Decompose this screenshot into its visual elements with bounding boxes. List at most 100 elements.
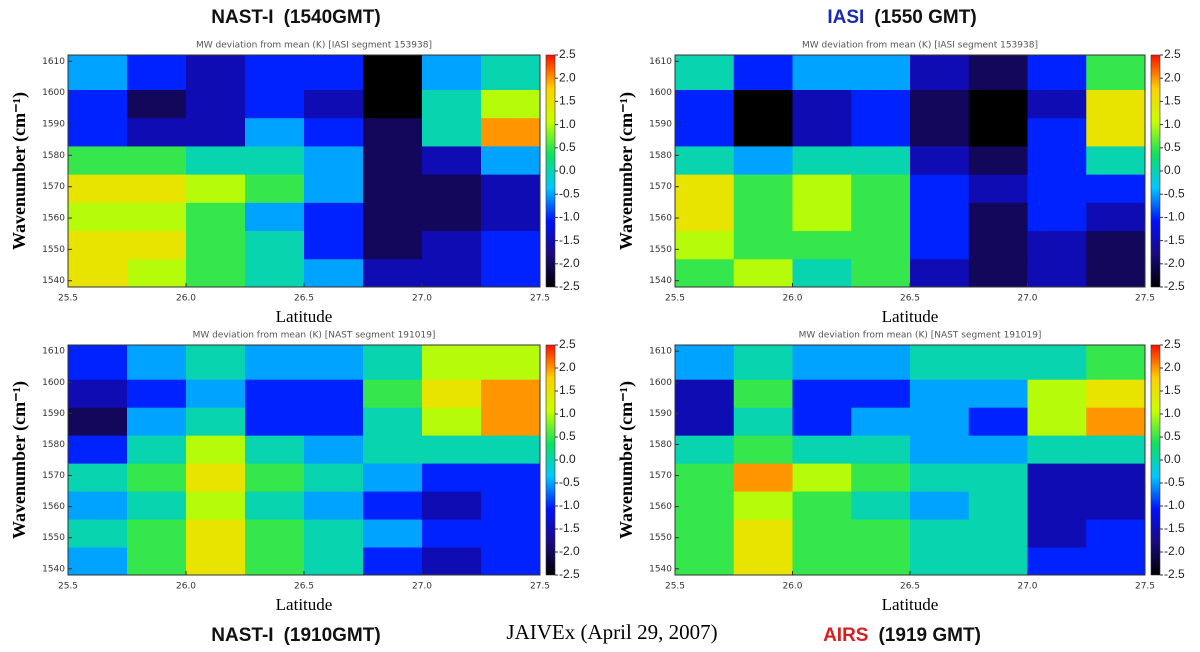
heatmap-cell xyxy=(851,89,911,119)
x-axis-label: Latitude xyxy=(882,307,939,326)
heatmap-cell xyxy=(851,547,911,576)
panel-title: NAST-I (1910GMT) xyxy=(211,625,380,646)
heatmap-cell xyxy=(733,117,793,147)
colorbar-tick-label: 2.5 xyxy=(559,47,576,61)
heatmap-cell xyxy=(422,55,482,90)
heatmap-cell xyxy=(733,519,793,548)
colorbar-tick-label: 1.5 xyxy=(559,383,576,397)
heatmap-cell xyxy=(910,407,970,436)
heatmap-cell xyxy=(68,145,128,175)
heatmap-cell xyxy=(851,379,911,408)
heatmap-cell xyxy=(968,379,1028,408)
heatmap-cell xyxy=(1027,407,1087,436)
heatmap-cell xyxy=(127,89,187,119)
heatmap-cell xyxy=(363,55,423,90)
title-time: (1919 GMT) xyxy=(878,625,980,646)
heatmap-cell xyxy=(481,407,541,436)
heatmap-cell xyxy=(68,117,128,147)
colorbar-tick-label: 1.0 xyxy=(1164,406,1181,420)
heatmap-cell xyxy=(245,463,305,492)
heatmap-cell xyxy=(910,230,970,260)
x-tick-label: 26.5 xyxy=(294,294,314,304)
x-tick-label: 27.5 xyxy=(1135,294,1155,304)
heatmap-cell xyxy=(910,463,970,492)
heatmap-cell xyxy=(968,258,1028,288)
heatmap-cell xyxy=(127,379,187,408)
x-tick-label: 25.5 xyxy=(665,294,685,304)
y-axis-label: Wavenumber (cm⁻¹) xyxy=(616,92,637,250)
heatmap-cell xyxy=(304,379,364,408)
heatmap-cell xyxy=(245,491,305,520)
heatmap-cell xyxy=(968,491,1028,520)
heatmap-cell xyxy=(68,258,128,288)
title-time: (1910GMT) xyxy=(284,625,381,646)
heatmap-cell xyxy=(422,117,482,147)
heatmap-cell xyxy=(245,202,305,232)
colorbar-tick-label: 2.5 xyxy=(1164,337,1181,351)
colorbar-tick-label: -1.0 xyxy=(1164,498,1185,512)
heatmap-cell xyxy=(675,145,735,175)
x-tick-label: 26.0 xyxy=(176,294,196,304)
heatmap-cell xyxy=(968,519,1028,548)
panel-title: AIRS (1919 GMT) xyxy=(823,625,981,646)
y-tick-label: 1560 xyxy=(649,502,672,512)
colorbar-tick-label: 0.5 xyxy=(559,429,576,443)
heatmap-cell xyxy=(733,55,793,90)
heatmap-cell xyxy=(127,145,187,175)
heatmap-cell xyxy=(851,407,911,436)
x-tick-label: 26.0 xyxy=(782,582,802,592)
heatmap-cell xyxy=(675,519,735,548)
heatmap-cell xyxy=(68,491,128,520)
y-tick-label: 1570 xyxy=(42,182,65,192)
colorbar-tick-label: -2.5 xyxy=(1164,567,1185,581)
caption: JAIVEx (April 29, 2007) xyxy=(506,620,717,644)
heatmap-cell xyxy=(1086,519,1146,548)
heatmap-cell xyxy=(910,258,970,288)
x-tick-label: 27.0 xyxy=(1017,294,1037,304)
heatmap-cell xyxy=(304,55,364,90)
heatmap-cell xyxy=(245,230,305,260)
heatmap-cell xyxy=(792,89,852,119)
colorbar-tick-label: -2.0 xyxy=(559,256,580,270)
heatmap-cell xyxy=(675,463,735,492)
heatmap-cell xyxy=(127,435,187,464)
heatmap-cell xyxy=(186,435,246,464)
heatmap-cell xyxy=(1086,55,1146,90)
heatmap-cell xyxy=(851,519,911,548)
heatmap-cell xyxy=(792,519,852,548)
heatmap-cell xyxy=(792,258,852,288)
panel-title: IASI (1550 GMT) xyxy=(827,7,976,28)
heatmap-cell xyxy=(792,463,852,492)
y-tick-label: 1570 xyxy=(649,471,672,481)
x-axis-label: Latitude xyxy=(276,307,333,326)
heatmap-cell xyxy=(422,89,482,119)
heatmap-cell xyxy=(792,117,852,147)
y-tick-label: 1540 xyxy=(42,564,65,574)
colorbar-tick-label: 0.5 xyxy=(1164,429,1181,443)
heatmap-cell xyxy=(733,435,793,464)
heatmap-cell xyxy=(363,463,423,492)
heatmap-cell xyxy=(481,379,541,408)
y-tick-label: 1550 xyxy=(42,245,65,255)
heatmap-cell xyxy=(792,174,852,203)
instrument-name: IASI xyxy=(827,7,864,28)
heatmap-cell xyxy=(675,258,735,288)
heatmap-cell xyxy=(363,117,423,147)
x-tick-label: 26.0 xyxy=(782,294,802,304)
heatmap-cell xyxy=(910,547,970,576)
x-tick-label: 26.0 xyxy=(176,582,196,592)
heatmap-cell xyxy=(1027,145,1087,175)
heatmap-cell xyxy=(127,117,187,147)
colorbar-tick-label: -1.0 xyxy=(559,210,580,224)
heatmap-cell xyxy=(851,55,911,90)
heatmap-cell xyxy=(968,230,1028,260)
colorbar-tick-label: 0.5 xyxy=(1164,140,1181,154)
heatmap-cell xyxy=(481,345,541,380)
heatmap-cell xyxy=(245,547,305,576)
heatmap-cell xyxy=(1086,345,1146,380)
heatmap-cell xyxy=(127,463,187,492)
heatmap-cell xyxy=(363,435,423,464)
y-tick-label: 1570 xyxy=(649,182,672,192)
heatmap-cell xyxy=(1027,435,1087,464)
y-tick-label: 1610 xyxy=(42,57,65,67)
